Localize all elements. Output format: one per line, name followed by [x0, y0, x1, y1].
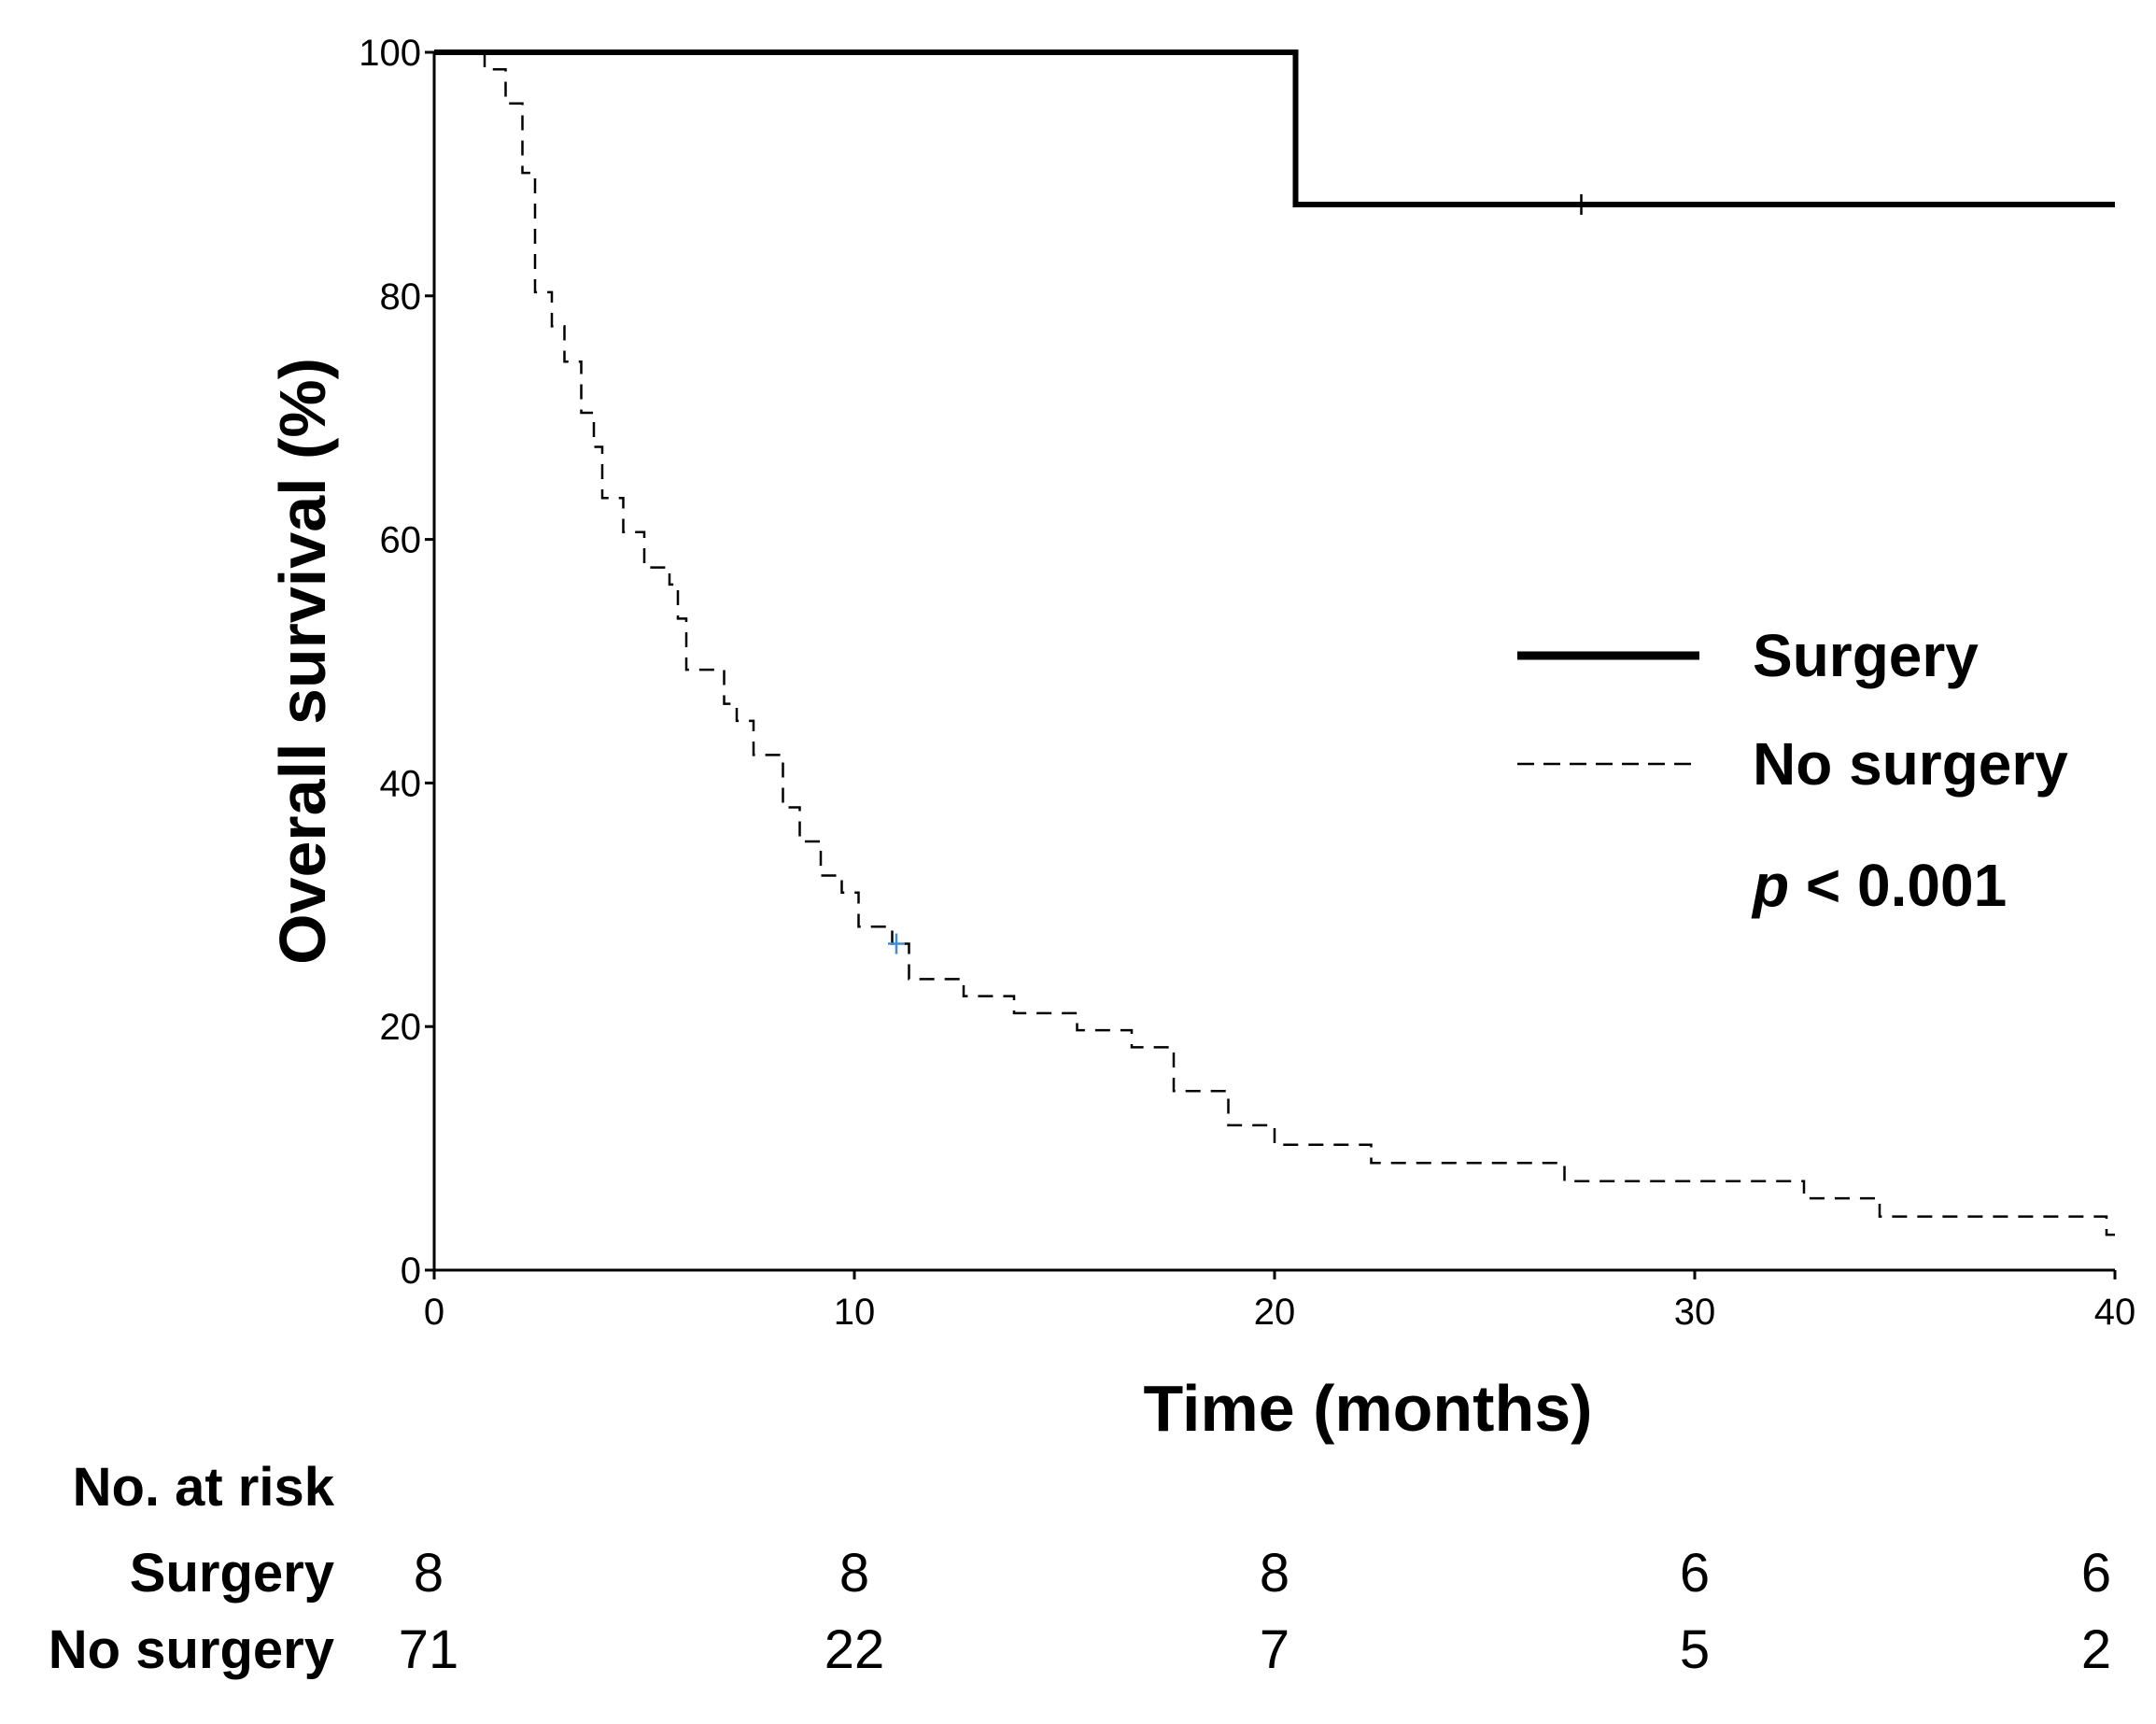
survival-curves	[434, 49, 2115, 1236]
risk-value: 22	[824, 1619, 885, 1680]
risk-table-title: No. at risk	[73, 1457, 335, 1518]
p-value-symbol: p	[1751, 852, 1789, 919]
legend-label-surgery: Surgery	[1753, 622, 1979, 689]
x-tick-label: 0	[424, 1292, 444, 1333]
legend-label-no-surgery: No surgery	[1753, 730, 2068, 798]
risk-values: 8 8 8 6 6 71 22 7 5 2	[399, 1543, 2111, 1680]
risk-value: 7	[1260, 1619, 1289, 1680]
x-tick-label: 30	[1674, 1292, 1716, 1333]
y-axis-title: Overall survival (%)	[266, 358, 339, 965]
x-ticks: 0 10 20 30 40	[424, 1270, 2135, 1333]
y-tick-label: 40	[380, 763, 422, 804]
x-tick-label: 40	[2094, 1292, 2136, 1333]
risk-value: 8	[1260, 1543, 1289, 1604]
y-ticks: 0 20 40 60 80 100	[359, 33, 434, 1292]
legend: Surgery No surgery p < 0.001	[1517, 622, 2068, 919]
y-tick-label: 100	[359, 33, 421, 74]
risk-value: 8	[414, 1543, 444, 1604]
risk-value: 6	[1680, 1543, 1710, 1604]
risk-value: 2	[2081, 1619, 2111, 1680]
y-tick-label: 20	[380, 1007, 422, 1048]
risk-value: 8	[839, 1543, 869, 1604]
y-tick-label: 0	[401, 1251, 421, 1292]
p-value-text: < 0.001	[1789, 852, 2007, 919]
risk-value: 71	[399, 1619, 459, 1680]
x-tick-label: 10	[834, 1292, 876, 1333]
x-tick-label: 20	[1254, 1292, 1296, 1333]
series-line-surgery	[434, 49, 2115, 207]
x-axis-title: Time (months)	[1144, 1372, 1593, 1445]
p-value-annotation: p < 0.001	[1751, 852, 2007, 919]
risk-row-label-no-surgery: No surgery	[49, 1619, 334, 1680]
risk-table: No. at risk Surgery No surgery 8 8 8 6 671 22…	[49, 1457, 2111, 1680]
series-line-no-surgery	[434, 50, 2115, 1236]
risk-value: 6	[2081, 1543, 2111, 1604]
risk-row-label-surgery: Surgery	[130, 1543, 334, 1604]
y-tick-label: 80	[380, 276, 422, 318]
risk-value: 5	[1680, 1619, 1710, 1680]
y-tick-label: 60	[380, 520, 422, 561]
